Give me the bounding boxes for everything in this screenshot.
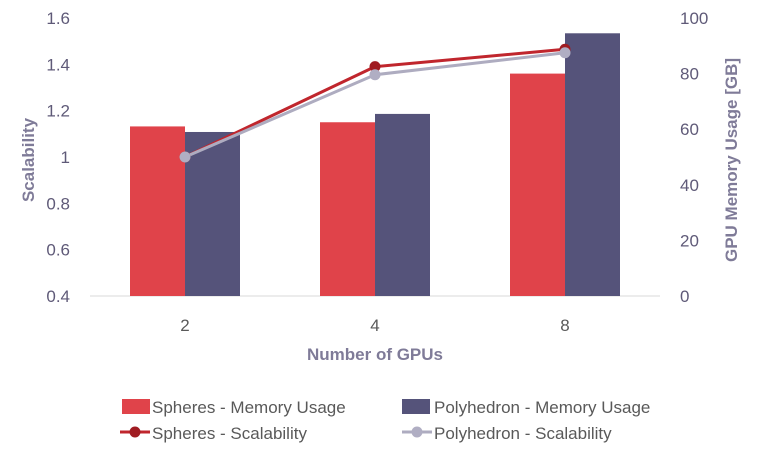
point-polyhedron-scalability — [179, 151, 191, 163]
legend-swatch-spheres-memory — [122, 399, 150, 414]
right-axis-tick-label: 100 — [680, 9, 708, 28]
legend-label-polyhedron-scalability: Polyhedron - Scalability — [434, 424, 612, 443]
bar-spheres-memory — [130, 126, 185, 296]
x-axis-tick-label: 4 — [370, 316, 379, 335]
right-axis-tick-label: 0 — [680, 287, 689, 306]
lines — [179, 43, 571, 163]
legend-marker-polyhedron-scalability — [411, 426, 423, 438]
legend-marker-spheres-scalability — [129, 426, 141, 438]
x-axis-title: Number of GPUs — [307, 345, 443, 364]
x-axis-tick-label: 2 — [180, 316, 189, 335]
right-axis-tick-label: 80 — [680, 65, 699, 84]
right-axis-title: GPU Memory Usage [GB] — [722, 58, 741, 262]
right-axis-ticks: 0 20 40 60 80 100 — [680, 9, 708, 306]
left-axis-tick-label: 1.6 — [46, 9, 70, 28]
legend: Spheres - Memory Usage Polyhedron - Memo… — [120, 398, 650, 443]
bar-polyhedron-memory — [565, 33, 620, 296]
bar-spheres-memory — [510, 73, 565, 296]
left-axis-tick-label: 0.6 — [46, 241, 70, 260]
bar-polyhedron-memory — [185, 131, 240, 296]
legend-label-spheres-memory: Spheres - Memory Usage — [152, 398, 346, 417]
left-axis-tick-label: 0.8 — [46, 194, 70, 213]
point-polyhedron-scalability — [369, 69, 381, 81]
right-axis-tick-label: 20 — [680, 231, 699, 250]
left-axis-tick-label: 1.4 — [46, 55, 70, 74]
bar-spheres-memory — [320, 122, 375, 296]
left-axis-title: Scalability — [19, 117, 38, 202]
bars — [130, 33, 620, 296]
legend-swatch-polyhedron-memory — [402, 399, 430, 414]
left-axis-tick-label: 1.2 — [46, 102, 70, 121]
point-spheres-scalability — [369, 61, 381, 73]
left-axis-tick-label: 0.4 — [46, 287, 70, 306]
legend-label-spheres-scalability: Spheres - Scalability — [152, 424, 307, 443]
left-axis-tick-label: 1 — [61, 148, 70, 167]
point-polyhedron-scalability — [559, 47, 571, 59]
x-axis-tick-label: 8 — [560, 316, 569, 335]
bar-polyhedron-memory — [375, 113, 430, 296]
legend-label-polyhedron-memory: Polyhedron - Memory Usage — [434, 398, 650, 417]
right-axis-tick-label: 40 — [680, 176, 699, 195]
right-axis-tick-label: 60 — [680, 120, 699, 139]
left-axis-ticks: 0.4 0.6 0.8 1 1.2 1.4 1.6 — [46, 9, 70, 306]
x-axis-ticks: 2 4 8 — [180, 316, 569, 335]
